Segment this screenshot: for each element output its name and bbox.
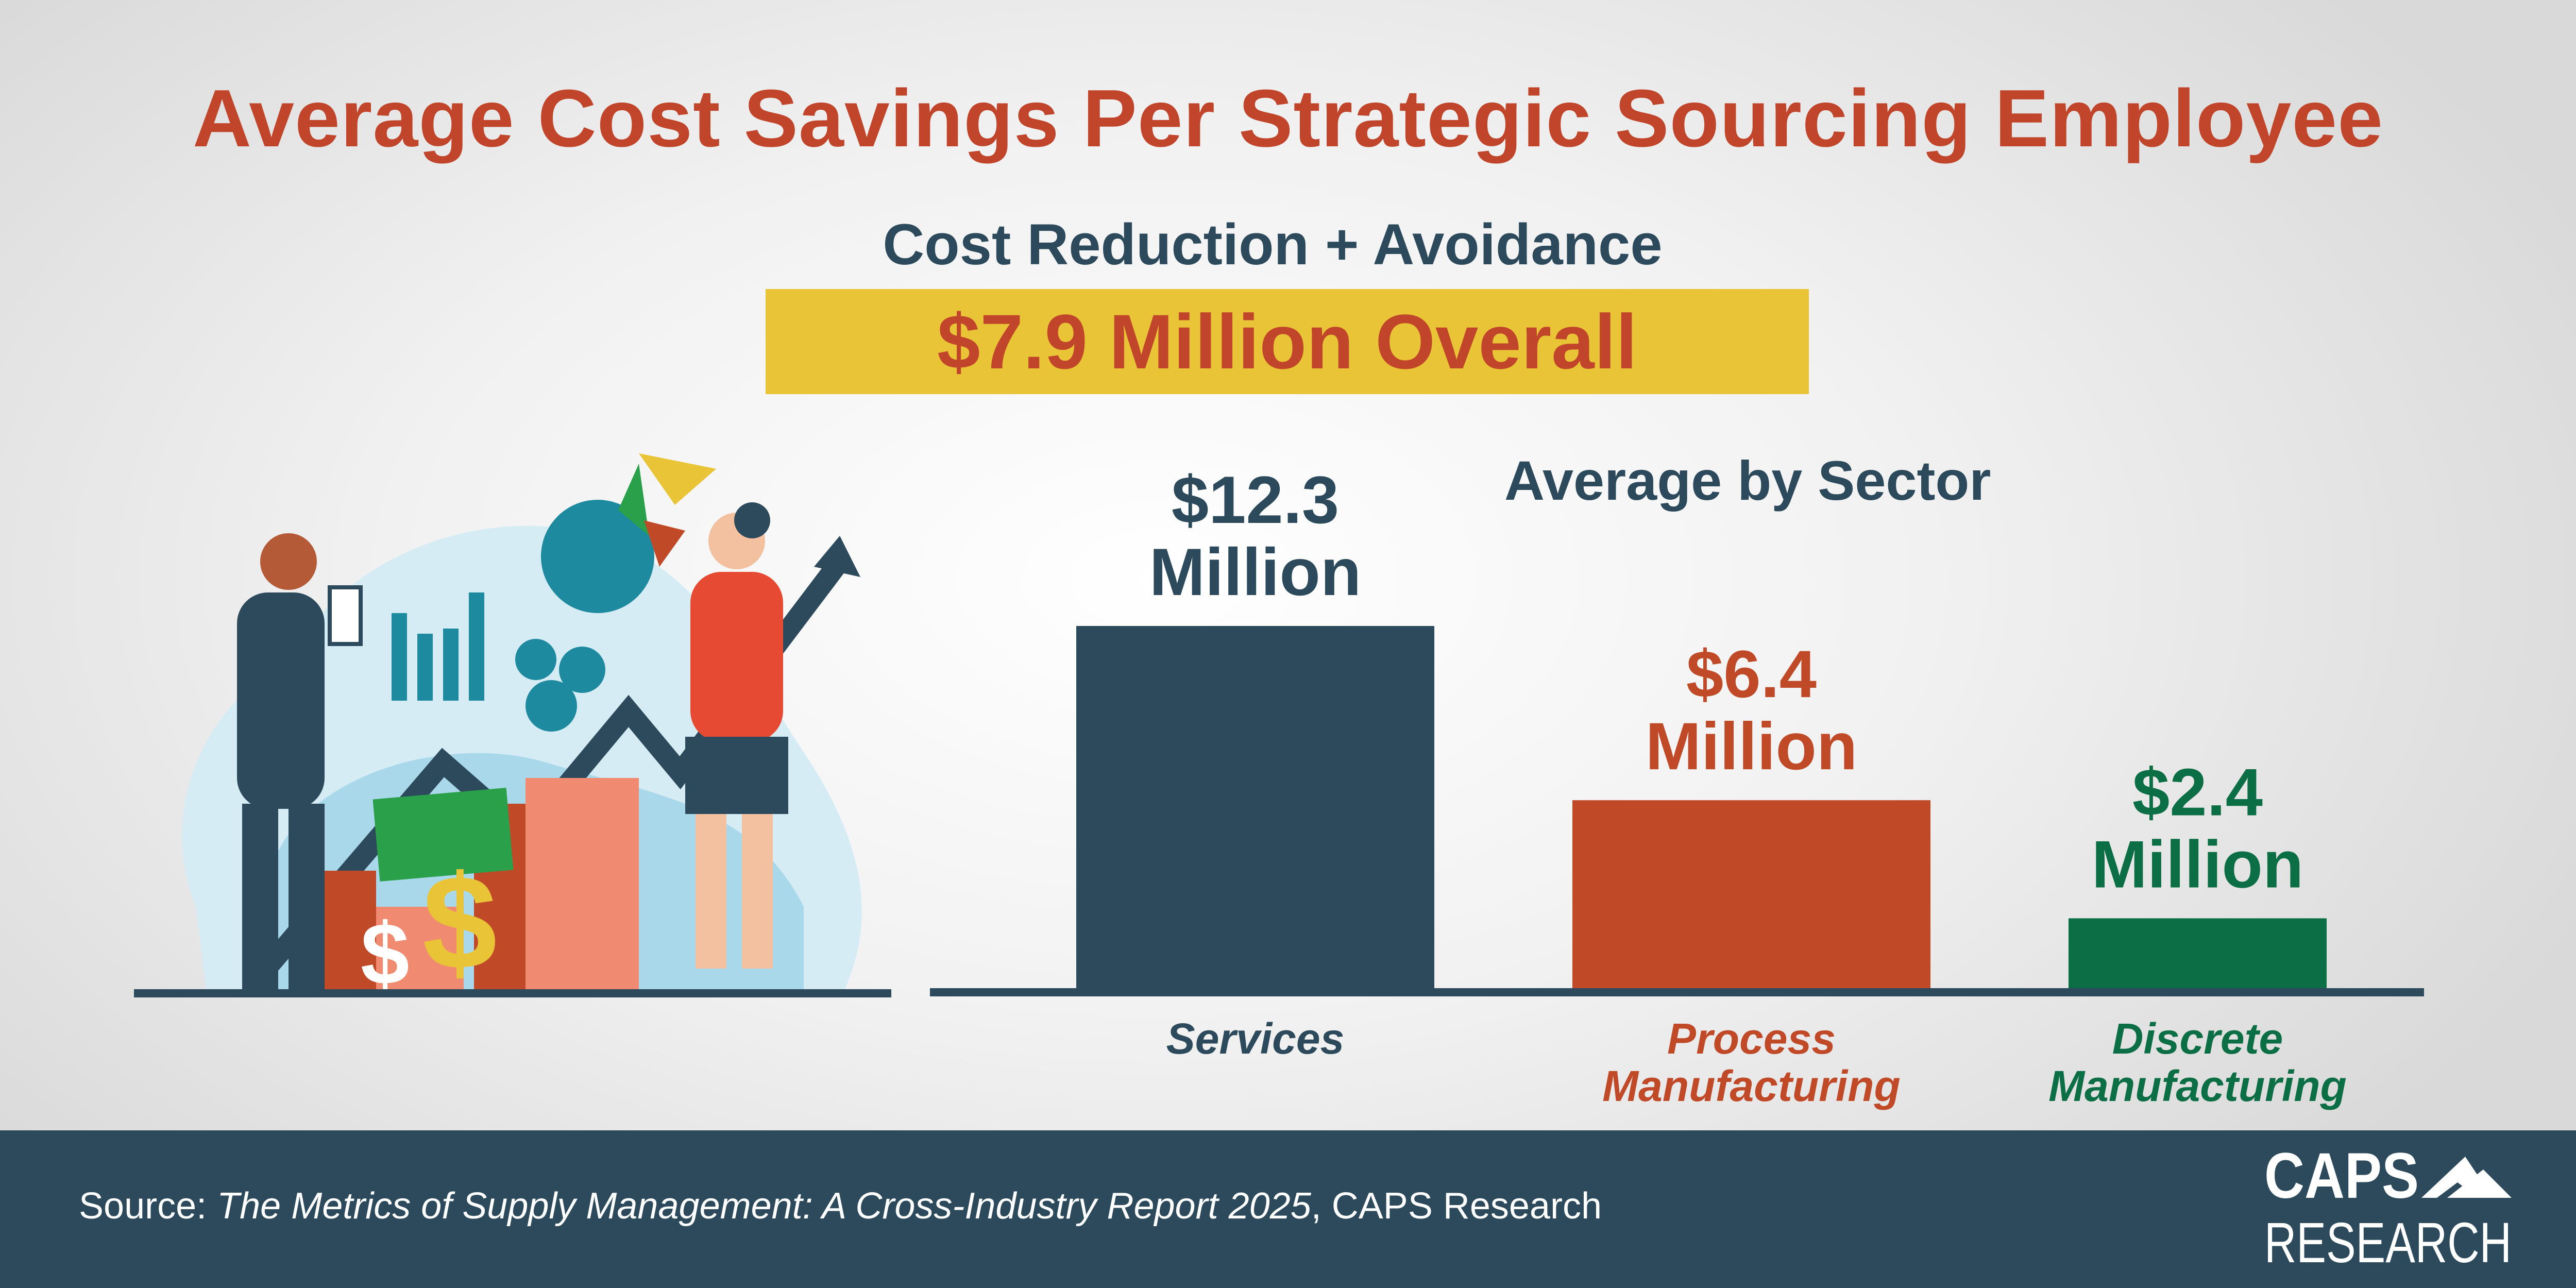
bar-process-manufacturing [1572,800,1930,989]
caps-research-logo: CAPS RESEARCH [2264,1140,2512,1273]
footer [0,1130,2576,1288]
source-citation: Source: The Metrics of Supply Management… [79,1185,1602,1227]
svg-text:RESEARCH: RESEARCH [2264,1211,2512,1273]
page-title: Average Cost Savings Per Strategic Sourc… [192,73,2384,164]
source-suffix: , CAPS Research [1311,1185,1602,1227]
data-label: Million [1149,534,1362,609]
x-axis-baseline [930,988,2424,996]
bar-discrete-manufacturing [2069,918,2327,989]
data-label: $6.4 [1686,636,1817,711]
source-title: The Metrics of Supply Management: A Cros… [217,1185,1311,1227]
svg-text:$: $ [422,848,497,997]
category-label: Services [1166,1014,1345,1063]
chart-title: Average by Sector [1504,449,1991,512]
business-people-analytics-illustration: $ $ [134,453,891,1003]
bar-services [1076,626,1434,989]
svg-text:CAPS: CAPS [2264,1140,2419,1212]
category-label: Manufacturing [1602,1062,1901,1110]
category-label: Discrete [2112,1014,2283,1063]
data-label: Million [1646,708,1858,784]
overall-banner: $7.9 Million Overall [766,289,1809,394]
data-label: $2.4 [2132,754,2263,829]
overall-value: $7.9 Million Overall [937,298,1637,385]
subtitle: Cost Reduction + Avoidance [883,212,1663,277]
source-prefix: Source: [79,1185,217,1227]
category-label: Process [1667,1014,1836,1063]
data-label: $12.3 [1172,462,1339,537]
category-label: Manufacturing [2048,1062,2347,1110]
bar-chart: $12.3MillionServices$6.4MillionProcessMa… [930,462,2424,1110]
svg-text:$: $ [361,905,410,1003]
data-label: Million [2092,826,2304,902]
